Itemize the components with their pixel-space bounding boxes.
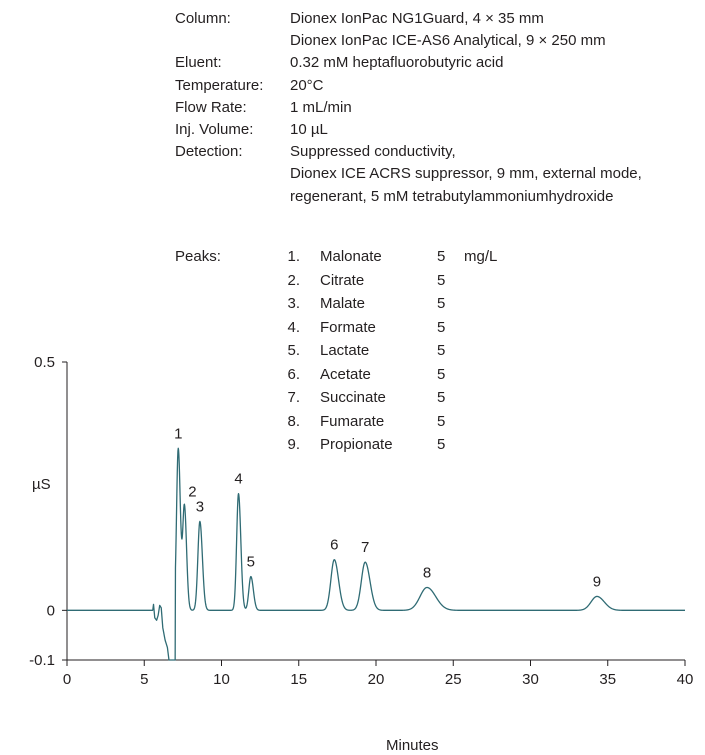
x-tick-label: 25 [445,671,462,688]
condition-label: Temperature: [175,76,264,94]
peak-concentration: 5 [437,365,446,383]
peak-label: 6 [330,537,338,554]
peak-number: 8. [287,412,300,430]
peak-label: 3 [196,498,204,515]
peak-label: 9 [593,573,601,590]
y-axis-title: µS [32,476,51,493]
peak-label: 8 [423,564,431,581]
x-tick-label: 20 [368,671,385,688]
x-tick-label: 10 [213,671,230,688]
peak-number: 1. [287,248,300,265]
condition-value: 0.32 mM heptafluorobutyric acid [290,54,504,72]
peak-name: Formate [320,318,376,336]
condition-value: regenerant, 5 mM tetrabutylammoniumhydro… [290,187,614,205]
y-tick-label: -0.1 [29,652,55,669]
x-tick-label: 30 [522,671,539,688]
peak-label: 4 [234,471,242,488]
x-tick-label: 5 [140,671,148,688]
condition-value: Dionex IonPac ICE-AS6 Analytical, 9 × 25… [290,32,606,50]
peaks-label: Peaks: [175,248,221,265]
peak-name: Succinate [320,389,386,406]
x-tick-label: 15 [290,671,307,688]
peak-label: 1 [174,425,182,442]
peak-number: 9. [287,436,300,453]
peak-name: Lactate [320,342,370,359]
condition-label: Column: [175,10,231,27]
x-tick-label: 0 [63,671,71,688]
peak-number: 3. [287,295,300,312]
peak-name: Acetate [320,365,371,383]
condition-value: 1 mL/min [290,98,352,116]
condition-value: Suppressed conductivity, [290,143,456,161]
condition-value: 20°C [290,76,324,94]
condition-label: Flow Rate: [175,98,247,116]
peak-label: 7 [361,539,369,556]
y-tick-label: 0.5 [34,354,55,371]
condition-value: 10 µL [290,121,328,138]
peak-number: 7. [287,389,300,406]
condition-label: Inj. Volume: [175,121,254,138]
peak-unit: mg/L [464,248,498,265]
peak-concentration: 5 [437,412,446,430]
x-tick-label: 35 [599,671,616,688]
peak-name: Malonate [320,248,382,265]
peak-number: 6. [287,365,300,383]
peak-name: Fumarate [320,412,385,430]
peak-number: 5. [287,342,300,359]
condition-label: Eluent: [175,54,222,72]
x-tick-label: 40 [677,671,694,688]
condition-label: Detection: [175,143,243,161]
y-tick-label: 0 [47,602,55,619]
peak-concentration: 5 [437,248,446,265]
peak-name: Malate [320,295,366,312]
chromatogram-line [66,447,686,661]
peak-name: Propionate [320,436,393,453]
peak-name: Citrate [320,271,365,289]
condition-value: Dionex IonPac NG1Guard, 4 × 35 mm [290,10,544,27]
peak-number: 2. [287,271,300,289]
peak-label: 2 [188,484,196,501]
peak-concentration: 5 [437,318,446,336]
peak-concentration: 5 [437,271,446,289]
peak-concentration: 5 [437,342,446,359]
peak-label: 5 [247,554,255,571]
x-axis-title: Minutes [386,737,439,754]
peak-concentration: 5 [437,389,446,406]
peak-concentration: 5 [437,295,446,312]
peak-number: 4. [287,318,300,336]
peak-concentration: 5 [437,436,446,453]
chromatogram-trace [66,447,686,661]
condition-value: Dionex ICE ACRS suppressor, 9 mm, extern… [290,165,642,183]
